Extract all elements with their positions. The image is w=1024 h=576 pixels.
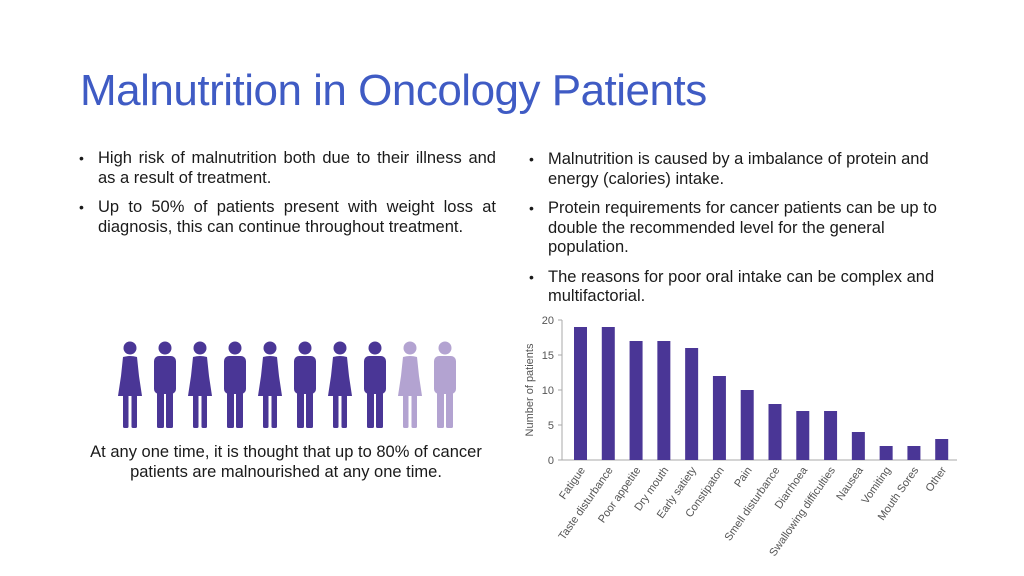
- right-bullet-item: • Protein requirements for cancer patient…: [526, 199, 956, 258]
- person-icon-muted: [398, 341, 422, 428]
- bar-poor-appetite: [629, 341, 643, 460]
- bar-constipaton: [712, 376, 726, 460]
- bar-smell-disturbance: [768, 404, 782, 460]
- person-icon-highlighted: [188, 341, 212, 428]
- right-bullet-item: • Malnutrition is caused by a imbalance o…: [526, 150, 956, 189]
- bar-mouth-sores: [907, 446, 921, 460]
- y-tick-label: 0: [548, 455, 554, 467]
- bar-fatigue: [574, 327, 587, 460]
- left-bullet-item: • High risk of malnutrition both due to t…: [76, 149, 496, 188]
- bullet-glyph: •: [529, 268, 534, 285]
- bar-nausea: [851, 432, 865, 460]
- y-axis-label: Number of patients: [524, 343, 536, 436]
- x-tick-label: Other: [924, 465, 950, 495]
- person-icon-highlighted: [328, 341, 352, 428]
- person-icon-highlighted: [364, 341, 386, 428]
- left-bullet-text: High risk of malnutrition both due to th…: [98, 149, 496, 187]
- y-tick-label: 10: [542, 385, 554, 397]
- bar-taste-disturbance: [601, 327, 615, 460]
- person-icon-highlighted: [294, 341, 316, 428]
- person-icon-highlighted: [118, 341, 142, 428]
- bullet-glyph: •: [529, 151, 534, 167]
- person-icon-muted: [434, 341, 456, 428]
- person-icon-highlighted: [154, 341, 176, 428]
- malnourished-caption: At any one time, it is thought that up t…: [90, 443, 482, 481]
- bar-other: [935, 439, 949, 460]
- bar-early-satiety: [685, 348, 699, 460]
- people-pictogram: [118, 341, 456, 428]
- bar-diarrhoea: [796, 411, 810, 460]
- left-bullet-column: • High risk of malnutrition both due to t…: [76, 149, 496, 247]
- person-icon-highlighted: [224, 341, 246, 428]
- bar-pain: [740, 390, 754, 460]
- bar-dry-mouth: [657, 341, 671, 460]
- right-bullet-column: • Malnutrition is caused by a imbalance o…: [526, 150, 956, 317]
- bar-swallowing-difficulties: [824, 411, 838, 460]
- right-bullet-item: • The reasons for poor oral intake can be…: [526, 268, 956, 307]
- right-bullet-text: The reasons for poor oral intake can be …: [548, 267, 935, 306]
- y-tick-label: 20: [542, 315, 554, 327]
- y-tick-label: 15: [542, 350, 554, 362]
- x-tick-label: Pain: [732, 465, 754, 490]
- right-bullet-text: Malnutrition is caused by a imbalance of…: [548, 150, 929, 188]
- bullet-glyph: •: [79, 199, 84, 215]
- left-bullet-list: • High risk of malnutrition both due to t…: [76, 149, 496, 237]
- right-bullet-text: Protein requirements for cancer patients…: [548, 199, 937, 256]
- bullet-glyph: •: [529, 200, 534, 216]
- slide-title: Malnutrition in Oncology Patients: [80, 66, 707, 115]
- left-bullet-item: • Up to 50% of patients present with weig…: [76, 198, 496, 237]
- y-tick-label: 5: [548, 420, 554, 432]
- bar-vomiting: [879, 446, 893, 460]
- left-bullet-text: Up to 50% of patients present with weigh…: [98, 198, 496, 236]
- person-icon-highlighted: [258, 341, 282, 428]
- right-bullet-list: • Malnutrition is caused by a imbalance o…: [526, 150, 956, 307]
- bullet-glyph: •: [79, 150, 84, 166]
